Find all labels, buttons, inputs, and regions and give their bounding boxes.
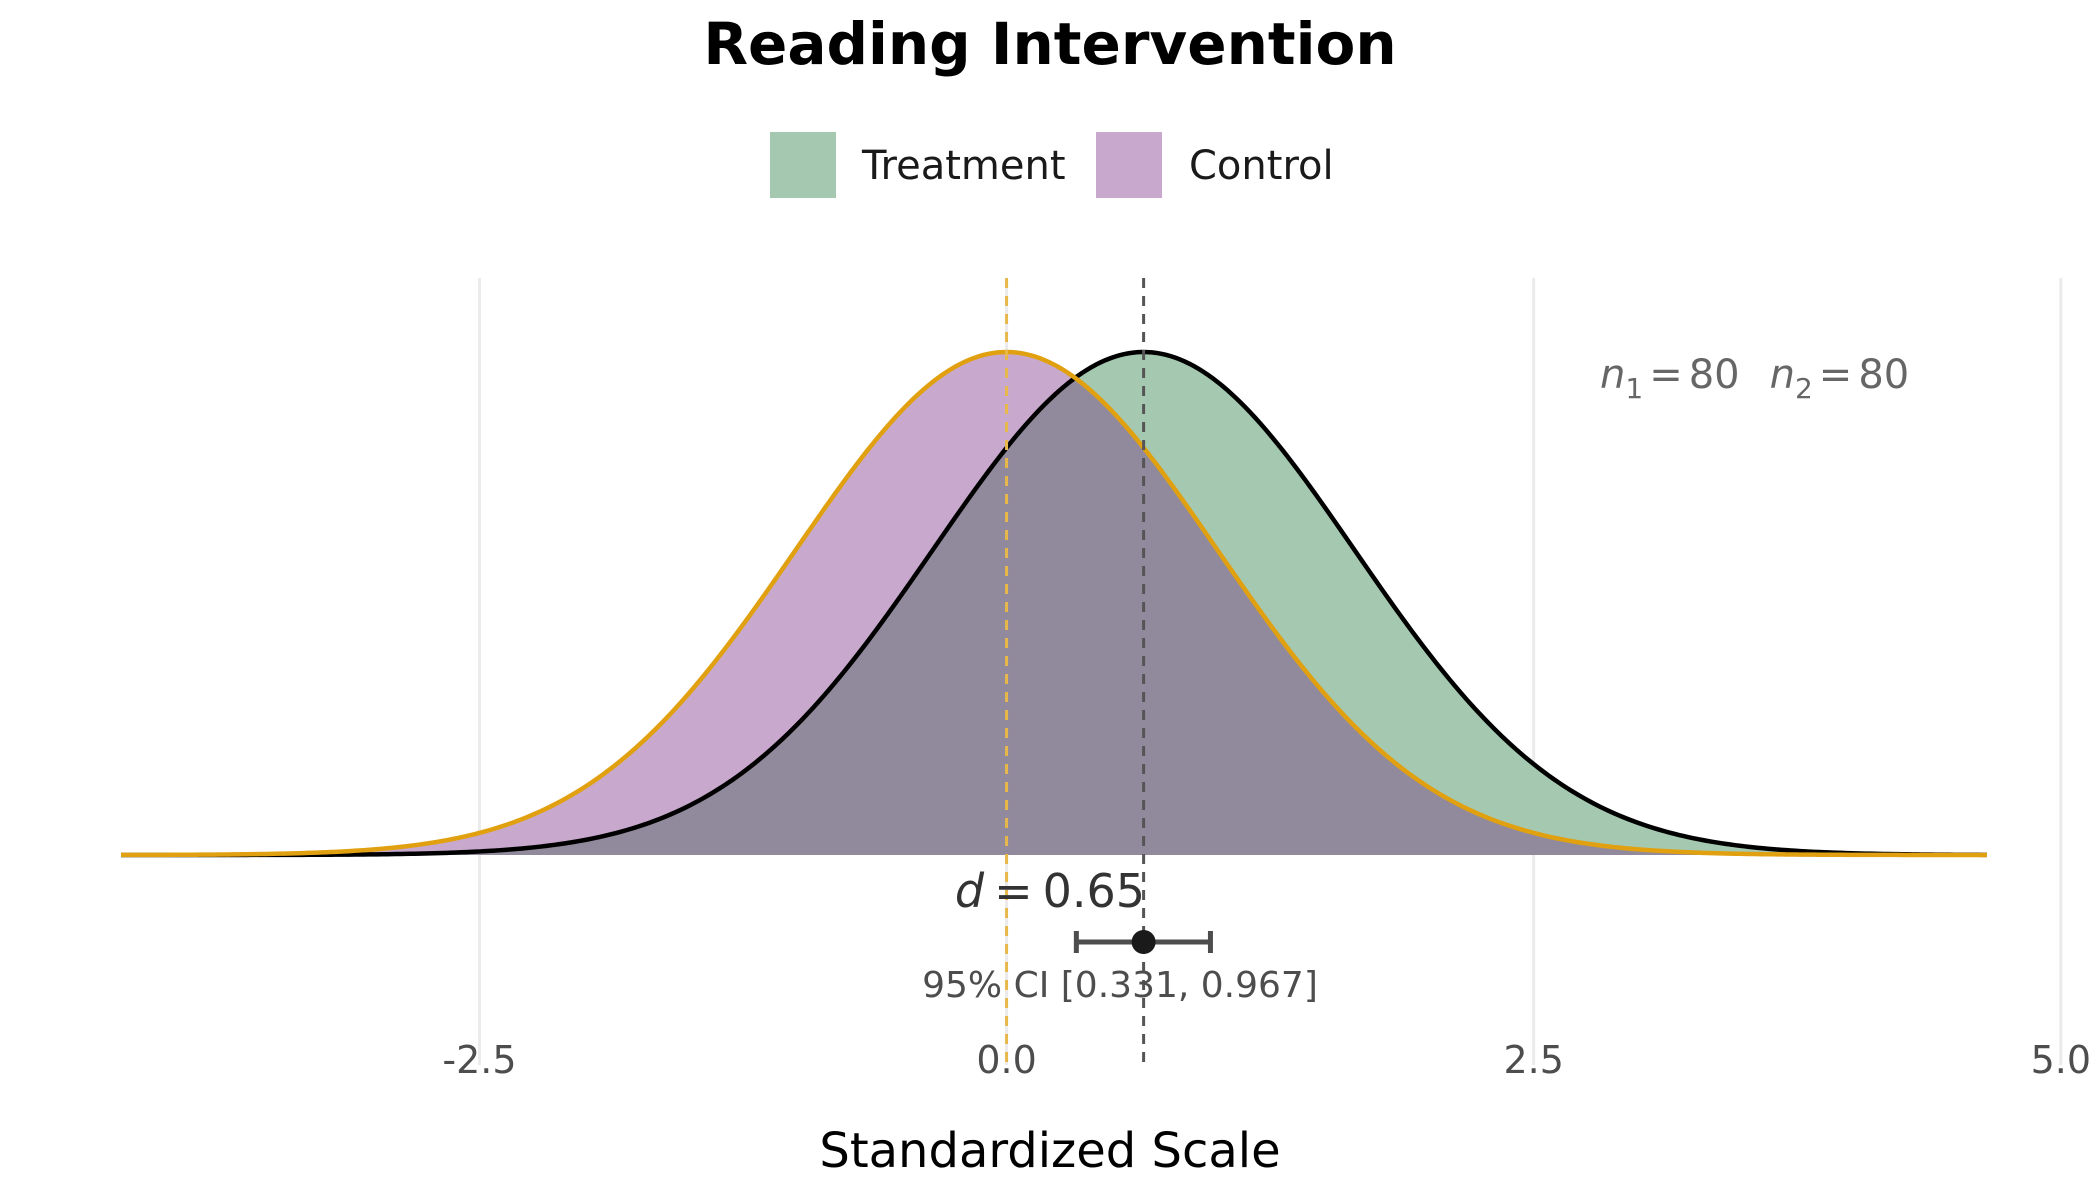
x-axis-ticks: -2.5 0.0 2.5 5.0 [442, 1038, 2091, 1082]
n1-value: 80 [1689, 352, 1740, 398]
x-tick-label: 0.0 [976, 1038, 1036, 1082]
n2-value: 80 [1858, 352, 1909, 398]
effect-size-annotation: d = 0.65 95% CI [0.331, 0.967] [922, 864, 1318, 1006]
control-density-line [120, 349, 1987, 858]
x-axis-label: Standardized Scale [819, 1123, 1280, 1179]
chart-title: Reading Intervention [703, 10, 1396, 78]
n1-subscript: 1 [1625, 372, 1643, 405]
effect-size-point [1131, 930, 1156, 954]
n1-symbol: n [1600, 352, 1625, 398]
effect-size-symbol: d [955, 864, 985, 918]
effect-size-value: 0.65 [1043, 864, 1145, 918]
n2-symbol: n [1770, 352, 1795, 398]
legend-swatch-treatment [770, 132, 836, 198]
x-tick-label: -2.5 [442, 1038, 516, 1082]
ci-label: 95% CI [0.331, 0.967] [922, 965, 1318, 1006]
density-areas [120, 349, 1988, 858]
sample-size-label: n1 = 80 n2 = 80 [1600, 352, 1909, 405]
effect-size-equals: = [994, 864, 1033, 918]
n2-equals: = [1819, 352, 1853, 398]
n2-subscript: 2 [1795, 372, 1813, 405]
overlap-density-fill [121, 379, 1987, 855]
treatment-density-line [121, 349, 1988, 858]
effect-size-label: d = 0.65 [955, 864, 1145, 918]
legend-label-control: Control [1189, 143, 1334, 189]
x-tick-label: 2.5 [1503, 1038, 1563, 1082]
legend: Treatment Control [770, 132, 1334, 198]
legend-label-treatment: Treatment [861, 143, 1066, 189]
n1-equals: = [1649, 352, 1683, 398]
x-tick-label: 5.0 [2031, 1038, 2091, 1082]
legend-swatch-control [1096, 132, 1162, 198]
